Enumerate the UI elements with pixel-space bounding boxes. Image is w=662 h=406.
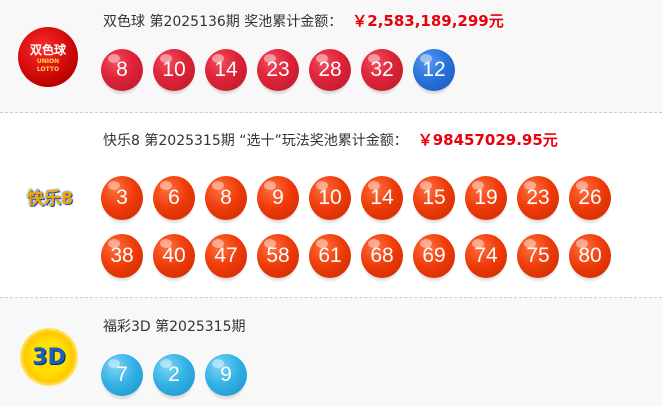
orange-ball: 69 — [413, 234, 455, 278]
ball-number: 61 — [318, 244, 342, 267]
fc3d-logo: 3D — [20, 328, 78, 386]
red-ball: 10 — [153, 49, 195, 91]
orange-ball: 6 — [153, 176, 195, 220]
logo-text: 3D — [32, 344, 66, 370]
ball-number: 7 — [116, 363, 128, 386]
logo-text: 快乐8 — [27, 188, 73, 209]
ball-number: 80 — [578, 244, 602, 267]
ball-number: 38 — [110, 244, 134, 267]
issue: 第2025315期 — [155, 319, 246, 335]
orange-ball: 19 — [465, 176, 507, 220]
ball-number: 9 — [220, 363, 232, 386]
ball-number: 8 — [220, 186, 232, 209]
ssq-section: 双色球 UNION LOTTO 双色球 第2025136期 奖池累计金额： ￥2,… — [0, 0, 662, 113]
ball-number: 9 — [272, 186, 284, 209]
orange-ball: 8 — [205, 176, 247, 220]
ball-number: 19 — [474, 186, 498, 209]
orange-ball: 26 — [569, 176, 611, 220]
ssq-title: 双色球 第2025136期 奖池累计金额： ￥2,583,189,299元 — [103, 10, 504, 31]
ball-number: 2 — [168, 363, 180, 386]
sky-ball: 7 — [101, 354, 143, 396]
orange-ball: 47 — [205, 234, 247, 278]
ball-number: 75 — [526, 244, 550, 267]
ball-number: 14 — [214, 58, 238, 81]
lottery-name: 快乐8 — [103, 133, 140, 149]
pool-label: 奖池累计金额： — [244, 14, 343, 30]
ball-number: 10 — [318, 186, 342, 209]
orange-ball: 74 — [465, 234, 507, 278]
orange-ball: 15 — [413, 176, 455, 220]
orange-ball: 80 — [569, 234, 611, 278]
ball-number: 74 — [474, 244, 498, 267]
ball-number: 68 — [370, 244, 394, 267]
logo-sub: UNION LOTTO — [36, 57, 60, 73]
red-ball: 28 — [309, 49, 351, 91]
ball-number: 8 — [116, 58, 128, 81]
orange-ball: 40 — [153, 234, 195, 278]
ball-number: 69 — [422, 244, 446, 267]
ball-number: 40 — [162, 244, 186, 267]
red-ball: 14 — [205, 49, 247, 91]
orange-ball: 58 — [257, 234, 299, 278]
orange-ball: 9 — [257, 176, 299, 220]
kl8-title: 快乐8 第2025315期 “选十”玩法奖池累计金额： ￥98457029.95元 — [103, 129, 558, 150]
ball-number: 3 — [116, 186, 128, 209]
ball-number: 6 — [168, 186, 180, 209]
ball-number: 26 — [578, 186, 602, 209]
red-ball: 8 — [101, 49, 143, 91]
lottery-name: 双色球 — [103, 14, 145, 30]
orange-ball: 38 — [101, 234, 143, 278]
pool-amount: ￥98457029.95元 — [417, 131, 558, 149]
fc3d-title: 福彩3D 第2025315期 — [103, 316, 246, 336]
lottery-name: 福彩3D — [103, 319, 151, 335]
red-ball: 32 — [361, 49, 403, 91]
fc3d-balls: 7 2 9 — [101, 354, 661, 396]
orange-ball: 3 — [101, 176, 143, 220]
ball-number: 58 — [266, 244, 290, 267]
ssq-balls: 8 10 14 23 28 32 12 — [101, 49, 661, 91]
issue: 第2025315期 — [144, 133, 235, 149]
logo-text: 双色球 — [29, 42, 66, 57]
ball-number: 15 — [422, 186, 446, 209]
red-ball: 23 — [257, 49, 299, 91]
kl8-section: 快乐8 快乐8 第2025315期 “选十”玩法奖池累计金额： ￥98457029… — [0, 113, 662, 298]
ball-number: 23 — [266, 58, 290, 81]
fc3d-section: 3D 福彩3D 第2025315期 7 2 9 — [0, 298, 662, 406]
orange-ball: 68 — [361, 234, 403, 278]
sky-ball: 2 — [153, 354, 195, 396]
ball-number: 12 — [422, 58, 446, 81]
orange-ball: 75 — [517, 234, 559, 278]
ball-number: 23 — [526, 186, 550, 209]
orange-ball: 61 — [309, 234, 351, 278]
pool-label: “选十”玩法奖池累计金额： — [239, 133, 408, 149]
sky-ball: 9 — [205, 354, 247, 396]
ball-number: 28 — [318, 58, 342, 81]
pool-amount: ￥2,583,189,299元 — [352, 12, 504, 30]
kl8-logo: 快乐8 — [18, 171, 82, 221]
kl8-balls: 3 6 8 9 10 14 15 19 23 26 38 40 47 58 61 68 69 74 75 80 — [101, 176, 661, 278]
ssq-logo: 双色球 UNION LOTTO — [18, 27, 78, 87]
ball-number: 32 — [370, 58, 394, 81]
blue-ball: 12 — [413, 49, 455, 91]
orange-ball: 23 — [517, 176, 559, 220]
ball-number: 47 — [214, 244, 238, 267]
ball-number: 14 — [370, 186, 394, 209]
orange-ball: 10 — [309, 176, 351, 220]
issue: 第2025136期 — [149, 14, 240, 30]
ball-number: 10 — [162, 58, 186, 81]
orange-ball: 14 — [361, 176, 403, 220]
